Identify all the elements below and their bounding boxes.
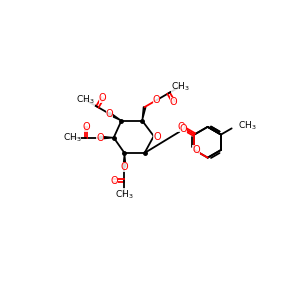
Text: O: O: [99, 93, 106, 103]
Text: O: O: [153, 95, 160, 105]
Polygon shape: [109, 112, 122, 121]
Text: O: O: [180, 124, 188, 134]
Text: CH$_3$: CH$_3$: [171, 80, 190, 92]
Text: O: O: [121, 162, 128, 172]
Text: CH$_3$: CH$_3$: [238, 120, 256, 132]
Text: O: O: [177, 122, 185, 132]
Text: O: O: [82, 122, 90, 132]
Polygon shape: [123, 153, 126, 167]
Text: O: O: [96, 133, 104, 142]
Polygon shape: [142, 107, 146, 121]
Text: CH$_3$: CH$_3$: [115, 188, 134, 201]
Text: O: O: [153, 132, 160, 142]
Text: CH$_3$: CH$_3$: [76, 94, 95, 106]
Text: O: O: [110, 176, 118, 186]
Text: O: O: [192, 145, 200, 155]
Text: O: O: [106, 109, 113, 119]
Text: CH$_3$: CH$_3$: [63, 131, 81, 144]
Polygon shape: [100, 136, 114, 139]
Text: O: O: [170, 97, 178, 107]
